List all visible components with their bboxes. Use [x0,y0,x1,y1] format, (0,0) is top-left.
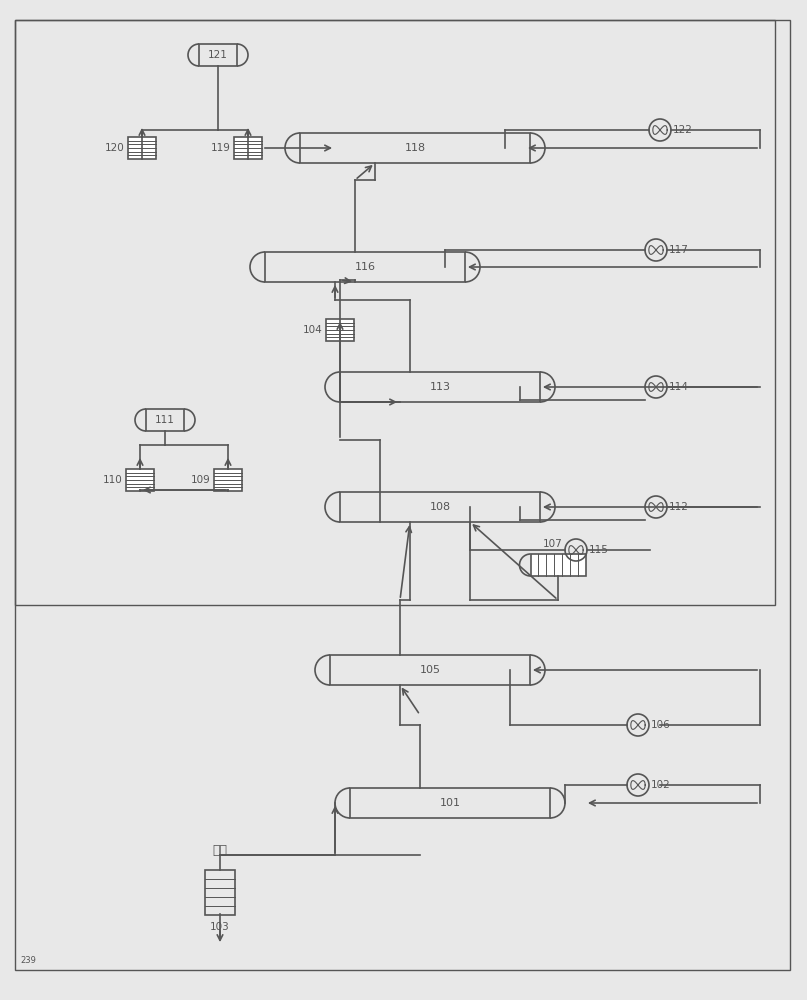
Text: 103: 103 [210,922,230,932]
Bar [205,869,235,914]
Bar [128,137,156,159]
Bar [530,554,586,576]
Text: 109: 109 [191,475,211,485]
Text: 117: 117 [669,245,689,255]
Bar [340,492,540,522]
Bar [330,655,530,685]
Text: 107: 107 [543,539,562,549]
Text: 108: 108 [429,502,450,512]
Text: 120: 120 [105,143,125,153]
Text: 114: 114 [669,382,689,392]
Text: 122: 122 [673,125,693,135]
Text: 118: 118 [404,143,425,153]
Text: 104: 104 [303,325,323,335]
Bar [350,788,550,818]
Text: 121: 121 [208,50,228,60]
Bar [126,469,154,491]
Text: 102: 102 [651,780,671,790]
Bar [15,20,775,605]
Text: 进料: 进料 [212,844,228,857]
Text: 101: 101 [440,798,461,808]
Text: 115: 115 [589,545,608,555]
Bar [146,409,184,431]
Bar [234,137,262,159]
Text: 116: 116 [354,262,375,272]
Bar [340,372,540,402]
Text: 105: 105 [420,665,441,675]
Bar [300,133,530,163]
Text: 110: 110 [103,475,123,485]
Text: 111: 111 [155,415,175,425]
Text: 112: 112 [669,502,689,512]
Text: 113: 113 [429,382,450,392]
Bar [199,44,237,66]
Text: 119: 119 [211,143,231,153]
Bar [265,252,465,282]
Text: 106: 106 [651,720,671,730]
Text: 239: 239 [20,956,36,965]
Bar [214,469,242,491]
Bar [326,319,354,341]
